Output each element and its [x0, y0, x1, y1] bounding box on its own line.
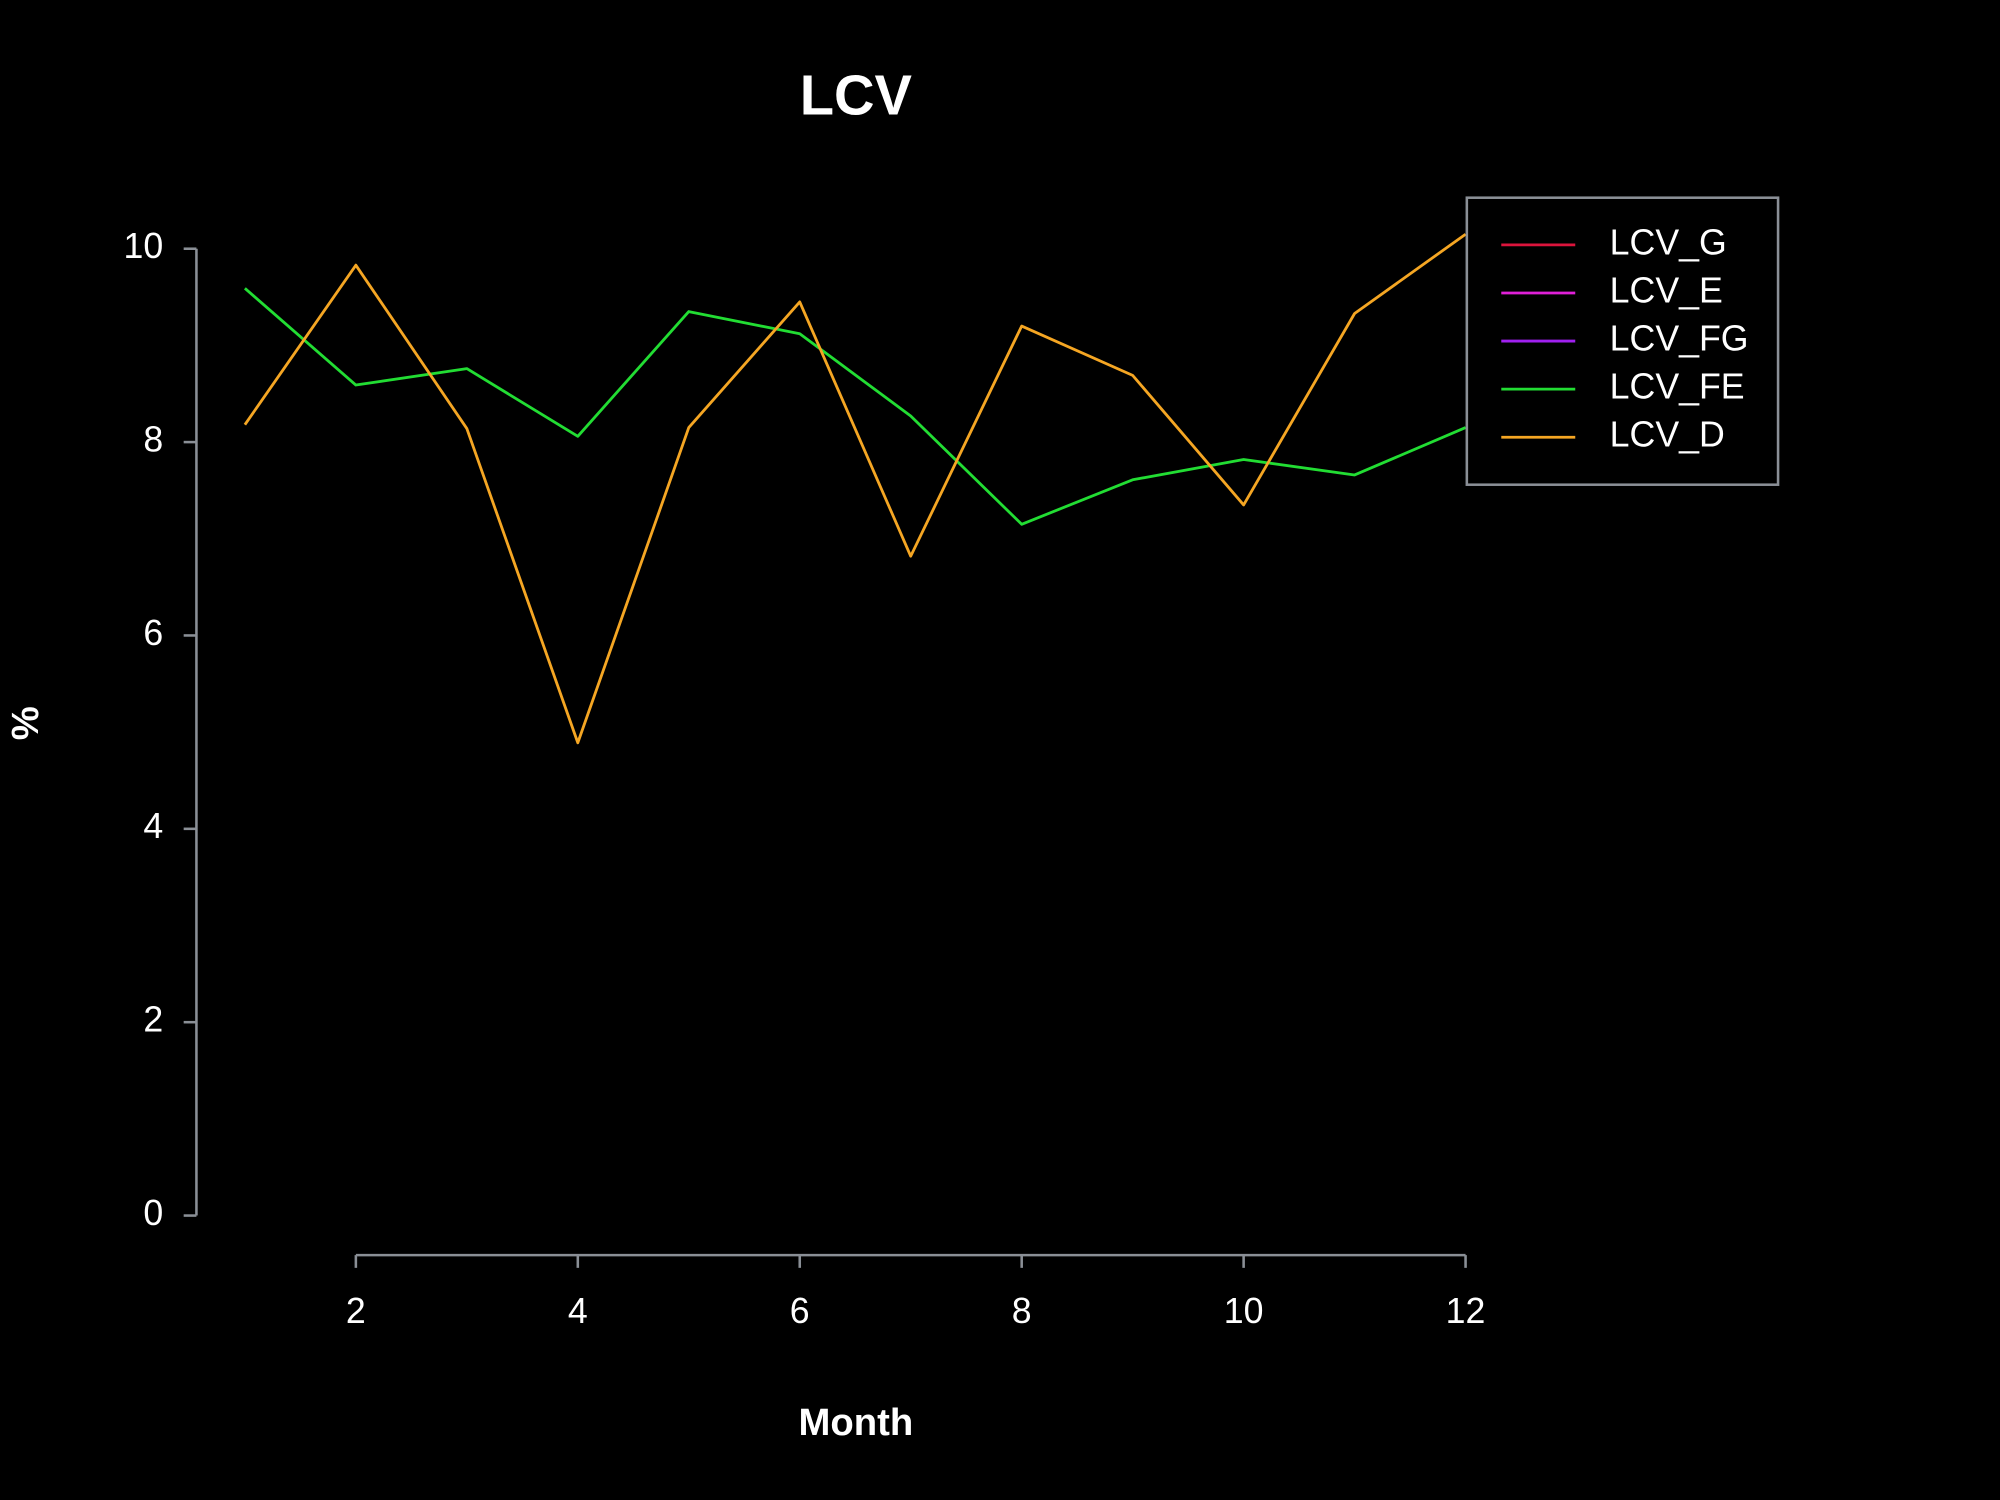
x-tick-label: 8 — [1012, 1291, 1032, 1331]
y-tick-label: 2 — [143, 1000, 163, 1040]
x-tick-label: 10 — [1224, 1291, 1264, 1331]
legend-label: LCV_E — [1610, 270, 1723, 310]
legend-label: LCV_D — [1610, 415, 1725, 455]
chart-title: LCV — [800, 63, 913, 126]
y-tick-label: 0 — [143, 1193, 163, 1233]
series-line — [243, 287, 1467, 526]
x-tick-label: 12 — [1446, 1291, 1486, 1331]
x-tick-label: 4 — [568, 1291, 588, 1331]
y-tick-label: 6 — [143, 613, 163, 653]
legend-label: LCV_FE — [1610, 367, 1745, 407]
y-tick-label: 10 — [124, 226, 164, 266]
series-line — [243, 233, 1467, 745]
y-tick-label: 8 — [143, 420, 163, 460]
legend-label: LCV_FG — [1610, 319, 1749, 359]
legend-label: LCV_G — [1610, 222, 1727, 262]
x-tick-label: 6 — [790, 1291, 810, 1331]
y-tick-label: 4 — [143, 806, 163, 846]
x-axis-label: Month — [799, 1401, 914, 1444]
x-tick-label: 2 — [346, 1291, 366, 1331]
y-axis-label: % — [4, 706, 47, 740]
